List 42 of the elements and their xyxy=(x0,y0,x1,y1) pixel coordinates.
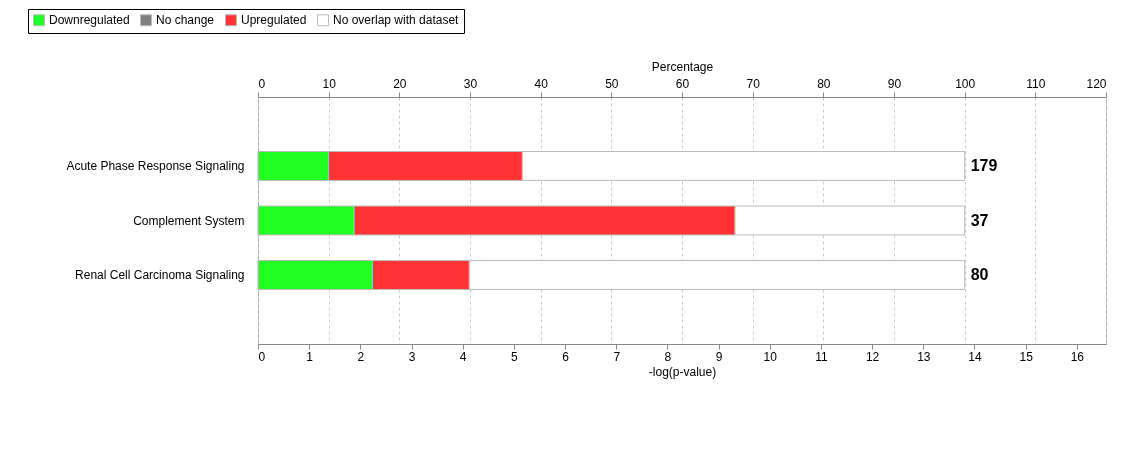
y-tick-label: Complement System xyxy=(133,213,245,228)
x2-tick-label: 1 xyxy=(306,349,314,364)
x-tick-label: 30 xyxy=(463,76,478,91)
x-tick-label: 60 xyxy=(675,76,690,91)
x2-tick-label: 15 xyxy=(1019,349,1034,364)
x2-tick-label: 4 xyxy=(459,349,467,364)
legend-label: Downregulated xyxy=(49,13,130,28)
x2-tick-label: 12 xyxy=(865,349,880,364)
x2-tick-label: 0 xyxy=(258,349,266,364)
legend-label: No overlap with dataset xyxy=(333,13,460,28)
legend-label: Upregulated xyxy=(241,13,307,28)
annotation: 179 xyxy=(970,156,998,174)
x-tick-label: 50 xyxy=(605,76,619,91)
x2-tick-label: 3 xyxy=(408,349,416,364)
x2-tick-label: 7 xyxy=(613,349,621,364)
x-tick-label: 120 xyxy=(1086,76,1107,91)
legend-label: No change xyxy=(156,13,215,28)
x2-tick-label: 16 xyxy=(1070,349,1085,364)
x-tick-label: 80 xyxy=(817,76,831,91)
annotation: 80 xyxy=(970,266,989,284)
x2-tick-label: 11 xyxy=(815,349,828,364)
x2-tick-label: 9 xyxy=(715,349,723,364)
x-tick-label: 0 xyxy=(258,76,266,91)
x-tick-label: 90 xyxy=(887,76,902,91)
x2-tick-label: 5 xyxy=(511,349,519,364)
x-tick-label: 70 xyxy=(746,76,761,91)
x-tick-label: 20 xyxy=(393,76,407,91)
x2-tick-label: 6 xyxy=(562,349,570,364)
x-tick-label: 100 xyxy=(955,76,976,91)
x-tick-label: 40 xyxy=(534,76,549,91)
x2-tick-label: 8 xyxy=(664,349,672,364)
x2-tick-label: 2 xyxy=(357,349,365,364)
x-tick-label: 110 xyxy=(1026,76,1046,91)
y-tick-label: Renal Cell Carcinoma Signaling xyxy=(75,268,245,283)
x-tick-label: 10 xyxy=(322,76,337,91)
x2-axis-title: -log(p-value) xyxy=(648,364,717,379)
x2-tick-label: 14 xyxy=(968,349,982,364)
annotation: 37 xyxy=(970,211,989,229)
x2-tick-label: 10 xyxy=(763,349,778,364)
x2-tick-label: 13 xyxy=(917,349,931,364)
x-axis-title: Percentage xyxy=(651,59,714,74)
y-tick-label: Acute Phase Response Signaling xyxy=(66,158,245,173)
